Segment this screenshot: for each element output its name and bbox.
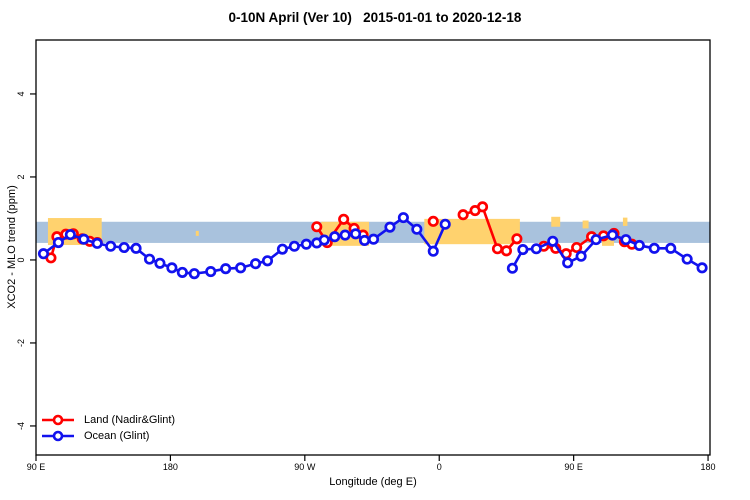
ocean-series-point — [166, 262, 178, 274]
plot-frame — [35, 39, 711, 456]
ocean-series-point — [64, 229, 76, 241]
orange-uncertainty-band-segment — [582, 220, 589, 229]
ocean-series-point — [235, 262, 247, 274]
ocean-series-point — [288, 240, 300, 252]
land-series-point — [511, 233, 523, 245]
ocean-series-point — [696, 262, 708, 274]
land-series-point — [311, 221, 323, 233]
ocean-series-point — [575, 250, 587, 262]
ocean-series-point — [562, 257, 574, 269]
y-axis-label: XCO2 - MLO trend (ppm) — [6, 185, 18, 309]
ocean-series-point — [143, 253, 156, 265]
ocean-series-point — [154, 257, 166, 269]
y-tick-label: 4 — [16, 91, 26, 97]
ocean-series-point — [339, 229, 351, 241]
ocean-series-point — [78, 233, 90, 245]
blue-uncertainty-band — [36, 221, 710, 243]
x-tick-label: 90 E — [564, 462, 583, 472]
ocean-series-point — [547, 235, 559, 247]
y-tick-label: 2 — [16, 174, 26, 180]
chart-title: 0-10N April (Ver 10) 2015-01-01 to 2020-… — [228, 10, 522, 25]
ocean-series-point — [318, 234, 330, 246]
ocean-series-point — [176, 266, 188, 278]
ocean-series-point — [249, 258, 262, 270]
ocean-series-point — [427, 245, 439, 257]
ocean-series-point — [37, 248, 50, 260]
ocean-series-point — [367, 233, 380, 245]
x-tick-label: 90 W — [294, 462, 316, 472]
ocean-series-point — [397, 212, 409, 224]
land-series-point — [427, 215, 439, 227]
ocean-series-point — [91, 237, 103, 249]
ocean-series-point — [205, 266, 217, 278]
legend-symbol-icon — [42, 430, 74, 442]
legend-symbol-icon — [42, 414, 74, 426]
land-series-point — [338, 213, 350, 225]
legend-label: Land (Nadir&Glint) — [84, 414, 176, 426]
ocean-series-point — [52, 236, 64, 249]
land-series-point — [457, 209, 469, 221]
ocean-series-point — [350, 228, 362, 240]
ocean-series-point — [439, 218, 451, 230]
ocean-series-point — [220, 263, 232, 275]
ocean-series-point — [359, 234, 371, 246]
x-tick-label: 180 — [162, 462, 178, 472]
legend-label: Ocean (Glint) — [84, 430, 150, 442]
y-tick-label: -4 — [16, 421, 26, 430]
land-series-point — [491, 243, 504, 255]
ocean-series-point — [517, 244, 529, 256]
x-tick-label: 0 — [436, 462, 442, 472]
ocean-series-point — [276, 243, 288, 255]
ocean-series-point — [411, 223, 423, 235]
ocean-series-point — [188, 268, 200, 280]
x-tick-label: 90 E — [26, 462, 46, 472]
legend-item: Ocean (Glint) — [41, 428, 175, 444]
ocean-series-point — [648, 242, 660, 254]
ocean-series-point — [300, 238, 312, 250]
ocean-series-point — [384, 221, 396, 233]
ocean-series-point — [329, 231, 341, 243]
ocean-series-point — [261, 255, 274, 267]
land-series-point — [571, 241, 583, 254]
x-tick-label: 180 — [700, 462, 716, 472]
y-tick-label: -2 — [16, 338, 26, 347]
ocean-series-point — [633, 239, 645, 251]
ocean-series-point — [130, 242, 142, 254]
land-series-point — [476, 201, 489, 213]
ocean-series-point — [105, 240, 117, 252]
orange-uncertainty-band-segment — [195, 230, 199, 236]
ocean-series-point — [620, 234, 632, 246]
ocean-series-point — [665, 242, 677, 254]
orange-uncertainty-band-segment — [602, 237, 614, 246]
ocean-series-point — [606, 229, 619, 241]
ocean-series-point — [118, 241, 130, 254]
y-tick-label: 0 — [16, 257, 26, 263]
ocean-series-point — [590, 234, 602, 246]
ocean-series-point — [530, 243, 542, 255]
ocean-series-point — [681, 253, 693, 265]
orange-uncertainty-band-segment — [551, 216, 561, 227]
ocean-series-point — [506, 262, 518, 274]
x-axis-label: Longitude (deg E) — [329, 476, 417, 488]
orange-uncertainty-band-segment — [622, 217, 628, 226]
legend-item: Land (Nadir&Glint) — [41, 412, 175, 428]
legend: Land (Nadir&Glint) Ocean (Glint) — [41, 412, 175, 444]
land-series-point — [500, 245, 512, 257]
